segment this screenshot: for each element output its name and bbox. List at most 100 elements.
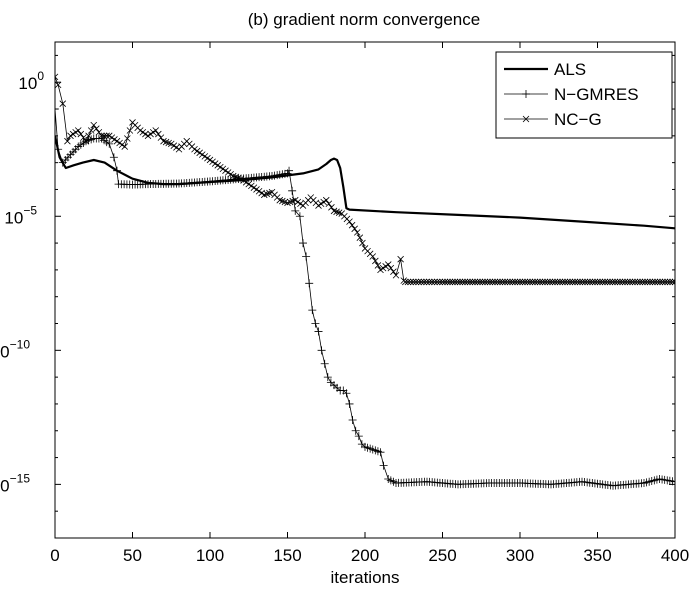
- series-ncg-marker: [407, 278, 414, 286]
- series-ncg-marker: [609, 278, 616, 286]
- series-ncg-marker: [356, 234, 364, 242]
- series-ncg-marker: [93, 125, 100, 132]
- series-ncg-marker: [554, 278, 561, 286]
- series-ncg-marker: [566, 278, 574, 286]
- series-ngmres-marker: [305, 279, 314, 288]
- series-ncg-marker: [611, 278, 619, 286]
- series-ncg-marker: [454, 278, 461, 286]
- series-ncg-marker: [564, 278, 571, 286]
- series-ncg-marker: [369, 253, 377, 260]
- y-tick-exponent: −15: [10, 471, 31, 485]
- series-ncg-marker: [446, 278, 454, 286]
- series-ncg-marker: [524, 278, 531, 286]
- series-ncg-marker: [348, 221, 356, 229]
- series-ncg-marker: [626, 278, 634, 286]
- series-ncg-marker: [444, 278, 451, 286]
- series-ngmres-marker: [351, 426, 360, 435]
- series-ncg-marker: [328, 204, 335, 211]
- series-ngmres-marker: [109, 153, 118, 162]
- y-tick-base: 10: [0, 342, 10, 361]
- series-ncg-marker: [561, 278, 569, 286]
- series-ncg-marker: [469, 278, 476, 286]
- series-ngmres-marker: [55, 145, 63, 154]
- series-ngmres-marker: [376, 448, 385, 457]
- series-ncg-marker: [654, 278, 661, 286]
- series-ncg-marker: [359, 239, 366, 247]
- series-ncg-marker: [392, 271, 400, 279]
- series-ncg-marker: [494, 278, 501, 286]
- series-ncg-marker: [77, 130, 85, 138]
- series-ncg-marker: [509, 278, 516, 286]
- series-ncg-marker: [449, 278, 456, 286]
- series-ncg-marker: [157, 134, 165, 141]
- series-ncg-marker: [661, 278, 669, 286]
- series-ncg-marker: [666, 278, 674, 286]
- series-ncg-marker: [82, 137, 90, 145]
- x-tick-label: 250: [428, 546, 456, 565]
- series-ncg-marker: [511, 278, 519, 286]
- legend-ngmres-marker: [522, 90, 530, 98]
- series-ngmres-marker: [308, 306, 317, 315]
- x-axis-label: iterations: [331, 568, 400, 587]
- series-ncg-marker: [425, 278, 433, 286]
- series-ncg-marker: [474, 278, 481, 286]
- series-ncg-marker: [479, 278, 486, 286]
- series-ncg-marker: [559, 278, 566, 286]
- series-ncg-marker: [74, 127, 82, 134]
- series-ncg-marker: [536, 278, 544, 286]
- series-ncg-marker: [439, 278, 446, 286]
- series-ncg-marker: [98, 132, 105, 140]
- series-ncg-marker: [471, 278, 479, 286]
- series-ncg-marker: [544, 278, 551, 286]
- series-ncg-marker: [409, 278, 417, 286]
- series-ngmres-marker: [285, 166, 294, 175]
- series-ncg-marker: [534, 278, 541, 286]
- series-ngmres-marker: [302, 252, 311, 261]
- series-ncg-marker: [126, 127, 134, 134]
- series-ncg-marker: [417, 278, 425, 286]
- series-ncg-marker: [541, 278, 549, 286]
- series-ngmres-marker: [113, 166, 121, 175]
- series-ncg-marker: [80, 134, 87, 141]
- series-ngmres-marker: [299, 239, 307, 248]
- series-ncg-marker: [651, 278, 659, 286]
- series-ncg-marker: [87, 127, 95, 134]
- series-ngmres-marker: [295, 212, 304, 221]
- series-ncg-marker: [402, 278, 409, 286]
- series-ncg-marker: [423, 278, 430, 286]
- series-ncg-marker: [59, 100, 67, 107]
- series-ncg-marker: [481, 278, 489, 286]
- series-ncg-marker: [325, 200, 333, 208]
- series-ncg-marker: [85, 132, 92, 140]
- series-ngmres-marker: [288, 186, 297, 195]
- series-ncg-marker: [353, 229, 361, 236]
- series-ncg-marker: [322, 196, 330, 204]
- series-ncg-marker: [155, 130, 162, 138]
- series-ncg-marker: [576, 278, 584, 286]
- series-ncg-marker: [601, 278, 609, 286]
- series-ncg-marker: [55, 73, 59, 81]
- legend-box: [495, 51, 673, 139]
- y-tick-exponent: −5: [23, 203, 37, 217]
- series-ncg-marker: [121, 143, 129, 150]
- series-ncg-marker: [644, 278, 651, 286]
- legend: ALS N−GMRES NC−G: [495, 51, 673, 139]
- series-ngmres-marker: [291, 206, 300, 215]
- series-ncg-marker: [614, 278, 621, 286]
- series-ncg-marker: [594, 278, 601, 286]
- series-ncg-marker: [634, 278, 641, 286]
- x-tick-label: 150: [273, 546, 301, 565]
- series-ncg-marker: [664, 278, 671, 286]
- series-ncg-marker: [404, 278, 412, 286]
- series-ncg-marker: [436, 278, 444, 286]
- series-ncg-marker: [621, 278, 629, 286]
- series-ngmres-marker: [345, 399, 354, 408]
- series-ncg-marker: [641, 278, 649, 286]
- y-tick-label: 10−10: [0, 337, 30, 361]
- series-ncg-marker: [591, 278, 599, 286]
- series-ncg-marker: [433, 278, 441, 286]
- x-tick-label: 200: [351, 546, 379, 565]
- series-ngmres-marker: [671, 477, 675, 486]
- series-ncg-marker: [571, 278, 579, 286]
- series-ncg-marker: [390, 268, 397, 275]
